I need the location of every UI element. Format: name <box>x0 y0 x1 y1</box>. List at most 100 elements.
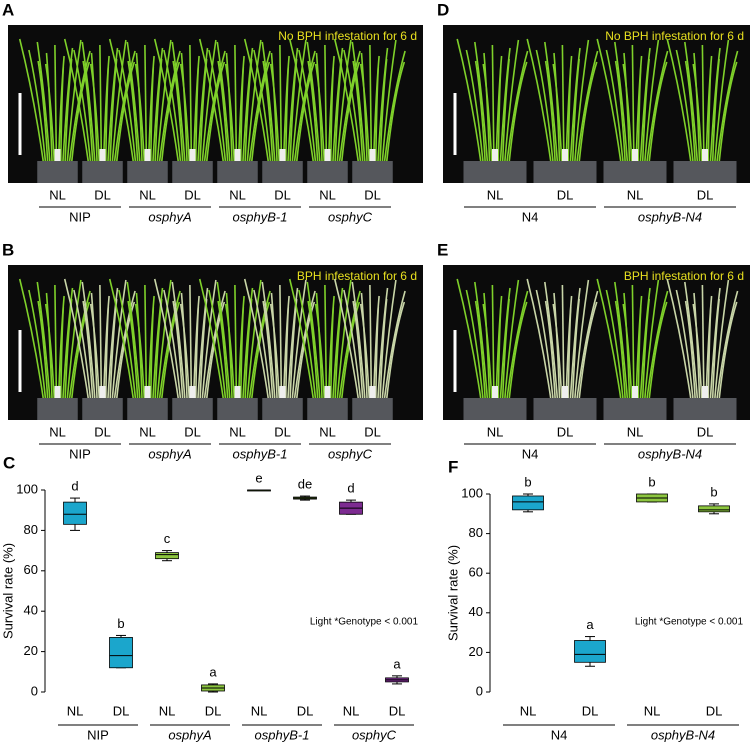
pot-tag <box>492 386 498 398</box>
plant-leaf <box>711 58 720 162</box>
plant-leaf <box>383 50 406 162</box>
plant-leaf <box>314 63 325 162</box>
plant-leaf <box>296 61 316 162</box>
pot <box>533 161 597 183</box>
plant-leaf <box>37 60 49 162</box>
plant-leaf <box>127 60 139 162</box>
plant-leaf <box>692 63 703 162</box>
condition-label: NL <box>229 424 246 439</box>
plant-leaf <box>684 60 696 162</box>
plant-leaf <box>54 44 58 162</box>
plant-leaf <box>237 295 245 399</box>
plant-leaf <box>379 58 388 162</box>
plant-leaf <box>314 303 325 399</box>
plant-leaf <box>105 306 110 399</box>
panel-letter: A <box>2 0 14 19</box>
plant-leaf <box>107 47 119 162</box>
group-label: osphyC <box>328 209 373 224</box>
box <box>155 552 179 560</box>
plant-leaf <box>306 281 321 399</box>
plant-leaf <box>108 38 134 162</box>
plant-leaf <box>716 290 739 399</box>
pot-tag <box>632 149 638 161</box>
plant-leaf <box>574 39 590 162</box>
plant-leaf <box>614 281 629 399</box>
pot-tag <box>279 149 286 161</box>
plant-leaf <box>718 301 738 399</box>
plant-leaf <box>377 287 389 399</box>
condition-label: DL <box>94 187 111 202</box>
plant-leaf <box>614 41 629 162</box>
plant-leaf <box>243 278 269 399</box>
plant-leaf <box>571 58 580 162</box>
plant-leaf <box>307 60 319 162</box>
plant-leaf <box>57 295 65 399</box>
annotation: Light *Genotype < 0.001 <box>635 617 744 628</box>
plant-leaf <box>497 306 502 399</box>
pot <box>127 398 168 420</box>
plant-leaf <box>561 284 565 399</box>
plant-leaf <box>499 47 511 162</box>
plant-leaf <box>63 38 89 162</box>
plant-leaf <box>18 278 44 399</box>
plant-leaf <box>89 63 100 162</box>
plant-leaf <box>201 279 217 399</box>
plant-leaf <box>152 47 164 162</box>
pot-tag <box>632 386 638 398</box>
plant-leaf <box>251 61 271 162</box>
plant-leaf <box>54 284 58 399</box>
plant-leaf <box>36 281 51 399</box>
plant-leaf <box>206 301 226 399</box>
panel-letter: B <box>2 240 14 259</box>
group-label: osphyB-1 <box>233 209 288 224</box>
plant-leaf <box>631 44 635 162</box>
plant-leaf <box>163 49 182 162</box>
y-tick-label: 80 <box>24 522 38 537</box>
plant-leaf <box>111 39 127 162</box>
plant-leaf <box>332 47 344 162</box>
plant-leaf <box>707 66 712 162</box>
pot-tag <box>189 149 196 161</box>
condition-label: DL <box>364 424 381 439</box>
condition-label: NL <box>139 187 156 202</box>
x-tick-label: NL <box>520 703 537 718</box>
group-label: N4 <box>522 209 539 224</box>
condition-label: DL <box>94 424 111 439</box>
plant-leaf <box>147 295 155 399</box>
condition-label: NL <box>627 424 644 439</box>
plant-leaf <box>127 300 139 399</box>
plant-leaf <box>352 300 364 399</box>
group-label: osphyB-N4 <box>638 446 702 461</box>
plant-leaf <box>386 61 406 162</box>
pot-tag <box>144 149 151 161</box>
photo-caption: BPH infestation for 6 d <box>624 269 744 283</box>
plant-leaf <box>372 55 380 162</box>
plant-leaf <box>567 66 572 162</box>
plant-leaf <box>116 61 136 162</box>
plant-leaf <box>709 287 721 399</box>
y-tick-label: 60 <box>469 565 483 580</box>
plant-leaf <box>495 55 503 162</box>
plant-leaf <box>118 49 137 162</box>
x-tick-label: NL <box>67 703 84 718</box>
plant-leaf <box>504 279 520 399</box>
plant-leaf <box>474 41 489 162</box>
plant-leaf <box>81 281 96 399</box>
plant-leaf <box>635 55 643 162</box>
plant-leaf <box>644 39 660 162</box>
plant-leaf <box>332 287 344 399</box>
plant-leaf <box>544 281 559 399</box>
pot <box>603 161 667 183</box>
plant-leaf <box>291 279 307 399</box>
y-tick-label: 40 <box>469 604 483 619</box>
plant-leaf <box>646 50 669 162</box>
plant-leaf <box>156 39 172 162</box>
plant-leaf <box>66 39 82 162</box>
plant-leaf <box>359 63 370 162</box>
plant-leaf <box>198 38 224 162</box>
plant-leaf <box>552 63 563 162</box>
plant-leaf <box>118 289 137 399</box>
plant-leaf <box>336 39 352 162</box>
plant-leaf <box>63 278 89 399</box>
